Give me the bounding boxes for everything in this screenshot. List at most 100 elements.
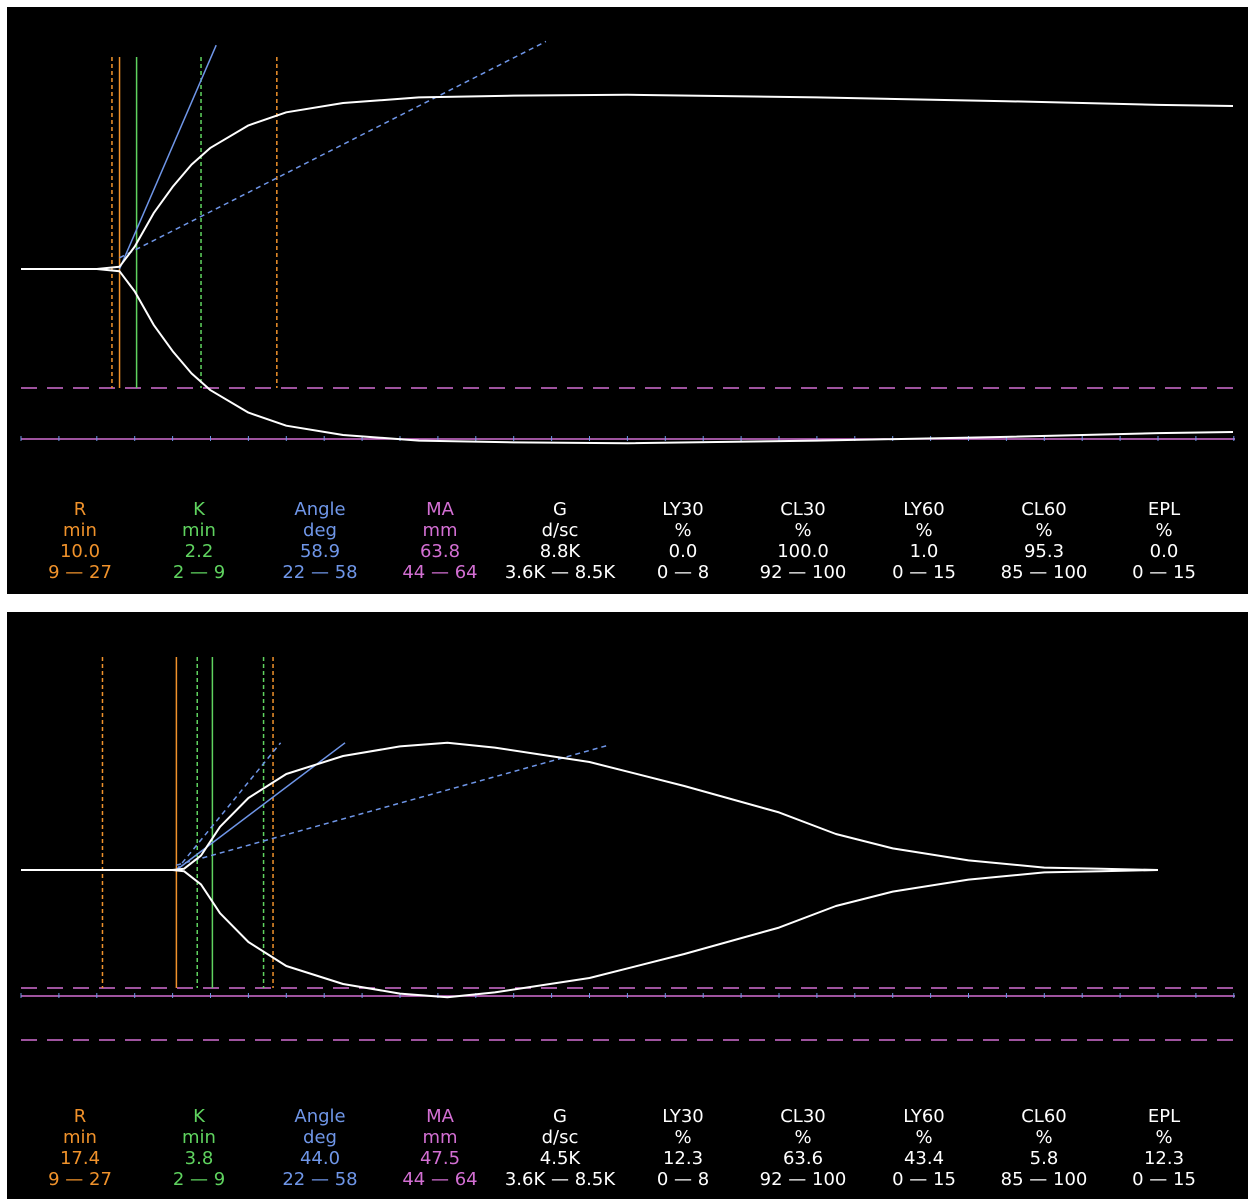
teg-trace-chart-top [20, 40, 1235, 445]
teg-panel-top: R min 10.0 9 — 27 K min 2.2 2 — 9 Angle … [7, 7, 1248, 594]
param-r-value: 17.4 [59, 1148, 101, 1169]
teg-panel-bottom: R min 17.4 9 — 27 K min 3.8 2 — 9 Angle … [7, 612, 1248, 1199]
param-ly30: LY30 % 12.3 0 — 8 [623, 1106, 743, 1190]
param-cl60: CL60 % 5.8 85 — 100 [984, 1106, 1104, 1190]
param-k-value: 3.8 [184, 1148, 214, 1169]
param-ly30-value: 12.3 [662, 1148, 704, 1169]
param-epl-value: 12.3 [1143, 1148, 1185, 1169]
param-r-range: 9 — 27 [48, 1169, 112, 1190]
param-ma-value: 63.8 [419, 541, 461, 562]
param-k-unit: min [182, 1127, 216, 1148]
param-epl-value: 0.0 [1149, 541, 1179, 562]
param-g-label: G [553, 499, 567, 520]
param-cl30-label: CL30 [780, 499, 826, 520]
param-ma-range: 44 — 64 [402, 562, 478, 583]
param-g-value: 4.5K [539, 1148, 581, 1169]
param-r-range: 9 — 27 [48, 562, 112, 583]
param-r-unit: min [63, 520, 97, 541]
param-angle-unit: deg [303, 1127, 337, 1148]
param-k: K min 2.2 2 — 9 [139, 499, 259, 583]
param-cl60-unit: % [1035, 520, 1053, 541]
param-cl30: CL30 % 63.6 92 — 100 [743, 1106, 863, 1190]
param-r: R min 17.4 9 — 27 [20, 1106, 140, 1190]
param-ly30-unit: % [674, 1127, 692, 1148]
param-ma-unit: mm [422, 520, 458, 541]
param-g-unit: d/sc [541, 520, 579, 541]
param-angle-unit: deg [303, 520, 337, 541]
param-ma-label: MA [426, 1106, 454, 1127]
param-cl30-range: 92 — 100 [759, 562, 847, 583]
param-cl60-value: 95.3 [1023, 541, 1065, 562]
param-ly30-label: LY30 [662, 499, 704, 520]
param-cl30-unit: % [794, 1127, 812, 1148]
param-angle-value: 44.0 [299, 1148, 341, 1169]
trace-upper [21, 741, 1159, 871]
param-r: R min 10.0 9 — 27 [20, 499, 140, 583]
param-k-range: 2 — 9 [172, 562, 226, 583]
teg-trace-chart-bottom [20, 657, 1235, 1041]
param-ly60-label: LY60 [903, 1106, 945, 1127]
param-epl: EPL % 0.0 0 — 15 [1104, 499, 1224, 583]
param-k: K min 3.8 2 — 9 [139, 1106, 259, 1190]
param-ma-unit: mm [422, 1127, 458, 1148]
param-g: G d/sc 8.8K 3.6K — 8.5K [500, 499, 620, 583]
param-ly60-unit: % [915, 520, 933, 541]
param-ly30-label: LY30 [662, 1106, 704, 1127]
param-cl30: CL30 % 100.0 92 — 100 [743, 499, 863, 583]
param-ly30: LY30 % 0.0 0 — 8 [623, 499, 743, 583]
param-ly60-range: 0 — 15 [892, 1169, 956, 1190]
angle-reference-dashed [119, 40, 547, 259]
param-ly60: LY60 % 1.0 0 — 15 [864, 499, 984, 583]
param-epl-unit: % [1155, 520, 1173, 541]
param-angle-range: 22 — 58 [282, 562, 358, 583]
param-g-unit: d/sc [541, 1127, 579, 1148]
trace-lower [21, 268, 1234, 445]
param-epl-range: 0 — 15 [1132, 562, 1196, 583]
param-ly60-value: 43.4 [903, 1148, 945, 1169]
param-r-unit: min [63, 1127, 97, 1148]
param-cl60: CL60 % 95.3 85 — 100 [984, 499, 1104, 583]
param-ma-range: 44 — 64 [402, 1169, 478, 1190]
trace-lower [21, 869, 1159, 999]
param-ly30-range: 0 — 8 [656, 1169, 710, 1190]
param-ma: MA mm 47.5 44 — 64 [380, 1106, 500, 1190]
angle-reference-dashed [176, 744, 609, 866]
param-angle: Angle deg 44.0 22 — 58 [260, 1106, 380, 1190]
param-cl30-value: 63.6 [782, 1148, 824, 1169]
param-r-value: 10.0 [59, 541, 101, 562]
param-k-value: 2.2 [184, 541, 214, 562]
angle-tangent-dashed-2 [175, 742, 282, 871]
param-cl30-label: CL30 [780, 1106, 826, 1127]
param-angle-label: Angle [294, 499, 346, 520]
param-cl60-label: CL60 [1021, 499, 1067, 520]
param-angle-value: 58.9 [299, 541, 341, 562]
param-ly60-value: 1.0 [909, 541, 939, 562]
param-angle-range: 22 — 58 [282, 1169, 358, 1190]
param-cl60-value: 5.8 [1029, 1148, 1059, 1169]
param-ma-label: MA [426, 499, 454, 520]
param-ly60-label: LY60 [903, 499, 945, 520]
param-cl30-value: 100.0 [777, 541, 829, 562]
param-angle-label: Angle [294, 1106, 346, 1127]
param-g-range: 3.6K — 8.5K [504, 562, 616, 583]
param-k-label: K [193, 499, 205, 520]
param-angle: Angle deg 58.9 22 — 58 [260, 499, 380, 583]
parameter-table-top: R min 10.0 9 — 27 K min 2.2 2 — 9 Angle … [7, 499, 1248, 591]
param-ma: MA mm 63.8 44 — 64 [380, 499, 500, 583]
param-cl30-unit: % [794, 520, 812, 541]
param-epl-label: EPL [1147, 499, 1181, 520]
trace-upper [21, 93, 1234, 270]
param-r-label: R [73, 499, 87, 520]
angle-tangent-line [118, 44, 217, 270]
param-ly30-range: 0 — 8 [656, 562, 710, 583]
param-ly60: LY60 % 43.4 0 — 15 [864, 1106, 984, 1190]
param-g-range: 3.6K — 8.5K [504, 1169, 616, 1190]
param-cl30-range: 92 — 100 [759, 1169, 847, 1190]
param-ly30-unit: % [674, 520, 692, 541]
param-k-range: 2 — 9 [172, 1169, 226, 1190]
param-r-label: R [73, 1106, 87, 1127]
param-cl60-range: 85 — 100 [1000, 1169, 1088, 1190]
param-epl-range: 0 — 15 [1132, 1169, 1196, 1190]
parameter-table-bottom: R min 17.4 9 — 27 K min 3.8 2 — 9 Angle … [7, 1106, 1248, 1198]
param-g-label: G [553, 1106, 567, 1127]
